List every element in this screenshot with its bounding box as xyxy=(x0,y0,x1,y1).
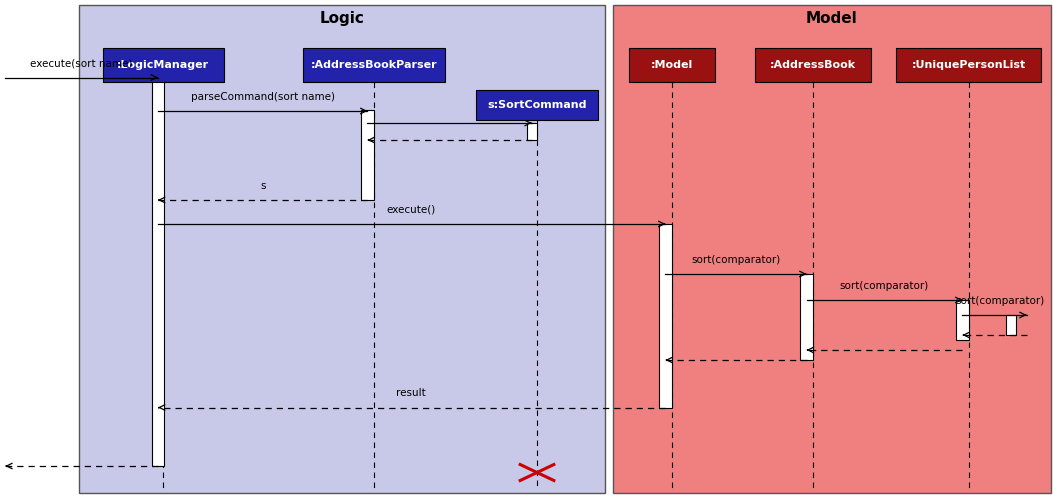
Text: sort(comparator): sort(comparator) xyxy=(956,296,1045,306)
Bar xyxy=(152,78,164,466)
Bar xyxy=(1006,315,1016,335)
Text: parseCommand(sort name): parseCommand(sort name) xyxy=(192,92,335,102)
Bar xyxy=(361,110,374,200)
Bar xyxy=(956,300,969,340)
Bar xyxy=(303,48,444,82)
Text: :UniquePersonList: :UniquePersonList xyxy=(912,60,1026,70)
Text: execute(sort name): execute(sort name) xyxy=(29,58,133,68)
Text: Model: Model xyxy=(806,11,858,26)
Text: :AddressBook: :AddressBook xyxy=(770,60,856,70)
Bar xyxy=(629,48,715,82)
Text: sort(comparator): sort(comparator) xyxy=(692,255,780,265)
Text: execute(): execute() xyxy=(386,205,435,215)
Bar xyxy=(659,224,672,408)
Bar xyxy=(476,90,598,120)
Text: result: result xyxy=(396,388,425,398)
Text: :Model: :Model xyxy=(651,60,693,70)
Bar xyxy=(79,5,605,492)
Text: s:SortCommand: s:SortCommand xyxy=(488,100,587,110)
Bar xyxy=(896,48,1041,82)
Bar xyxy=(526,123,537,140)
Bar xyxy=(613,5,1051,492)
Text: sort(comparator): sort(comparator) xyxy=(840,281,929,291)
Text: :LogicManager: :LogicManager xyxy=(117,60,210,70)
Bar xyxy=(800,274,813,360)
Bar xyxy=(103,48,224,82)
Bar xyxy=(755,48,871,82)
Text: Logic: Logic xyxy=(320,11,364,26)
Text: s: s xyxy=(260,181,266,191)
Text: :AddressBookParser: :AddressBookParser xyxy=(311,60,437,70)
